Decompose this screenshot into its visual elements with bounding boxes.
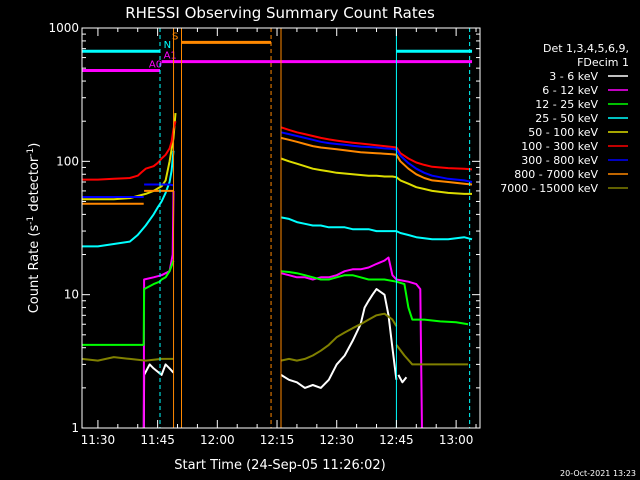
series-12-25-kev-segment-1 bbox=[280, 270, 397, 283]
legend-label-300-800-kev: 300 - 800 keV bbox=[521, 154, 598, 167]
legend-label-6-12-kev: 6 - 12 keV bbox=[542, 84, 598, 97]
series-25-50-kev-segment-1 bbox=[280, 216, 397, 233]
series-12-25-kev-segment-2 bbox=[396, 280, 469, 326]
y-tick-label-1000: 1000 bbox=[48, 21, 79, 35]
legend-label-50-100-kev: 50 - 100 keV bbox=[528, 126, 598, 139]
x-tick-label-12-30: 12:30 bbox=[319, 433, 354, 447]
series-6-12-kev-segment-0 bbox=[142, 190, 175, 428]
y-tick-label-1: 1 bbox=[71, 421, 79, 435]
series-3-6-kev-segment-1 bbox=[280, 288, 398, 389]
legend-label-12-25-kev: 12 - 25 keV bbox=[535, 98, 598, 111]
footer-timestamp: 20-Oct-2021 13:23 bbox=[560, 469, 636, 478]
x-tick-label-12-00: 12:00 bbox=[200, 433, 235, 447]
chart-title: RHESSI Observing Summary Count Rates bbox=[125, 4, 435, 22]
flag-label-a1: A1 bbox=[164, 51, 177, 62]
y-tick-label-10: 10 bbox=[64, 288, 79, 302]
x-tick-label-13-00: 13:00 bbox=[439, 433, 474, 447]
plot-frame bbox=[81, 27, 481, 429]
y-label-sup1: -1 bbox=[26, 216, 36, 225]
y-label-mid: detector bbox=[27, 156, 42, 216]
axes-layer: 11:30 11:45 12:00 12:15 12:30 12:45 13:00 1 10 10… bbox=[48, 21, 480, 447]
series-300-800-kev-segment-2 bbox=[280, 131, 397, 151]
series-25-50-kev-segment-0 bbox=[82, 150, 175, 248]
series-12-25-kev-segment-0 bbox=[82, 260, 175, 346]
markers-layer bbox=[159, 28, 471, 428]
series-7000-15000-kev-segment-0 bbox=[82, 356, 174, 362]
series-25-50-kev-segment-2 bbox=[395, 230, 473, 241]
legend-label-7000-15000-kev: 7000 - 15000 keV bbox=[500, 182, 598, 195]
legend-label-800-7000-kev: 800 - 7000 keV bbox=[514, 168, 598, 181]
series-800-7000-kev-segment-3 bbox=[395, 154, 473, 186]
series-50-100-kev-segment-1 bbox=[280, 157, 397, 179]
legend-label-25-50-kev: 25 - 50 keV bbox=[535, 112, 598, 125]
y-tick-label-100: 100 bbox=[56, 154, 79, 168]
series-7000-15000-kev-segment-1 bbox=[280, 312, 398, 362]
series-50-100-kev-segment-0 bbox=[82, 113, 177, 201]
series-300-800-kev-segment-3 bbox=[395, 149, 473, 183]
y-label-end: ) bbox=[27, 143, 42, 148]
series-layer bbox=[82, 113, 473, 428]
series-3-6-kev-segment-0 bbox=[142, 363, 175, 428]
series-3-6-kev-segment-2 bbox=[397, 374, 408, 384]
flag-label-s: S bbox=[172, 31, 178, 42]
y-label-main: Count Rate (s bbox=[27, 225, 42, 314]
flag-label-a0: A0 bbox=[149, 60, 162, 71]
series-800-7000-kev-segment-2 bbox=[280, 136, 397, 156]
series-50-100-kev-segment-2 bbox=[395, 176, 472, 195]
series-6-12-kev-segment-1 bbox=[280, 256, 398, 281]
legend-header-1: Det 1,3,4,5,6,9, bbox=[543, 42, 629, 55]
series-100-300-kev-segment-2 bbox=[395, 146, 473, 171]
x-tick-label-12-45: 12:45 bbox=[379, 433, 414, 447]
y-axis-label: Count Rate (s-1 detector-1) bbox=[26, 143, 42, 314]
x-tick-label-12-15: 12:15 bbox=[260, 433, 295, 447]
series-7000-15000-kev-segment-2 bbox=[395, 344, 469, 366]
x-axis-label: Start Time (24-Sep-05 11:26:02) bbox=[174, 458, 385, 473]
legend-label-100-300-kev: 100 - 300 keV bbox=[521, 140, 598, 153]
x-tick-label-11-45: 11:45 bbox=[140, 433, 175, 447]
y-label-sup2: -1 bbox=[26, 148, 36, 157]
series-100-300-kev-segment-0 bbox=[82, 120, 177, 181]
series-6-12-kev-segment-2 bbox=[396, 278, 423, 428]
flag-label-n: N bbox=[164, 40, 171, 51]
series-100-300-kev-segment-1 bbox=[280, 126, 397, 149]
legend-header-2: FDecim 1 bbox=[577, 56, 629, 69]
legend-label-3-6-kev: 3 - 6 keV bbox=[549, 70, 598, 83]
series-300-800-kev-segment-1 bbox=[144, 183, 174, 187]
x-tick-label-11-30: 11:30 bbox=[81, 433, 116, 447]
